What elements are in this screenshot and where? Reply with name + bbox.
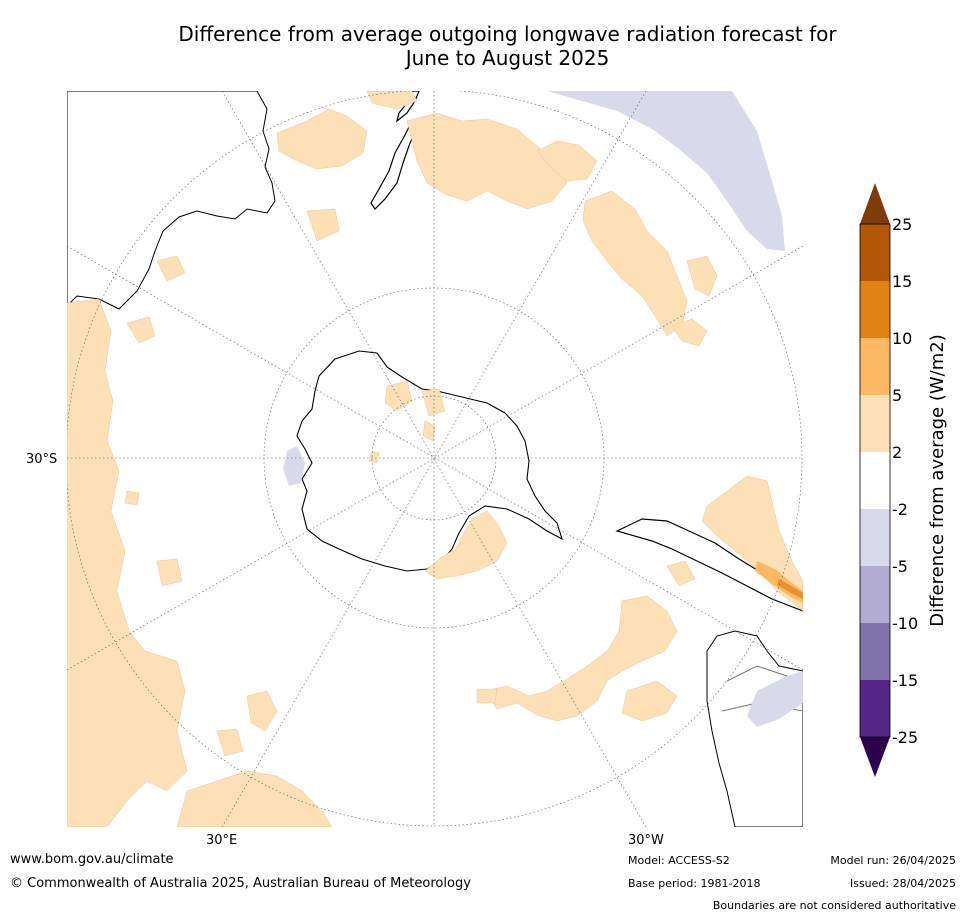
legend-swatch <box>860 281 890 338</box>
south-america-tip <box>615 518 803 612</box>
legend-tick-label: -2 <box>892 500 908 519</box>
legend-tick-label: 2 <box>892 443 902 462</box>
legend-frame <box>859 223 891 738</box>
anomaly-10-15-streak <box>777 579 803 599</box>
legend-tick-label: -5 <box>892 557 908 576</box>
legend-swatch <box>860 338 890 395</box>
legend-swatch <box>860 566 890 623</box>
legend-tick-label: 25 <box>892 215 912 234</box>
footer-url[interactable]: www.bom.gov.au/climate <box>10 852 174 867</box>
legend-swatch <box>860 395 890 452</box>
legend-extend-top <box>860 183 890 224</box>
legend-swatch <box>860 509 890 566</box>
antarctica <box>296 350 563 572</box>
footer-issued: Issued: 28/04/2025 <box>849 877 956 890</box>
footer-copyright: © Commonwealth of Australia 2025, Austra… <box>10 876 471 891</box>
legend-swatch <box>860 452 890 509</box>
footer-model: Model: ACCESS-S2 <box>628 854 730 867</box>
lon-label-30e: 30°E <box>206 833 238 848</box>
legend-tick-label: 5 <box>892 386 902 405</box>
lon-label-30w: 30°W <box>628 833 664 848</box>
graticule <box>67 91 803 827</box>
legend-tick-label: -15 <box>892 671 918 690</box>
polar-map <box>67 91 803 827</box>
footer-model-run: Model run: 26/04/2025 <box>830 854 956 867</box>
legend-extend-bottom <box>860 737 890 777</box>
title-line-1: Difference from average outgoing longwav… <box>178 22 837 46</box>
title-line-2: June to August 2025 <box>405 46 610 70</box>
australia-landmass <box>67 91 276 310</box>
legend-tick-label: -10 <box>892 614 918 633</box>
negative-anomaly-regions <box>283 91 803 727</box>
legend-label: Difference from average (W/m2) <box>927 334 948 626</box>
footer-base-period: Base period: 1981-2018 <box>628 877 761 890</box>
legend-tick-label: 10 <box>892 329 912 348</box>
chart-title: Difference from average outgoing longwav… <box>60 22 955 70</box>
lat-label-30s: 30°S <box>26 452 58 467</box>
legend-swatch <box>860 680 890 737</box>
positive-anomaly-regions <box>67 91 803 827</box>
legend-tick-label: 15 <box>892 272 912 291</box>
footer-disclaimer: Boundaries are not considered authoritat… <box>712 899 956 912</box>
legend-swatch <box>860 224 890 281</box>
legend-tick-label: -25 <box>892 728 918 747</box>
legend-colorbar: 25 15 10 5 2 -2 -5 -10 -15 -25 Difference from ave… <box>859 183 948 777</box>
legend-swatch <box>860 623 890 680</box>
